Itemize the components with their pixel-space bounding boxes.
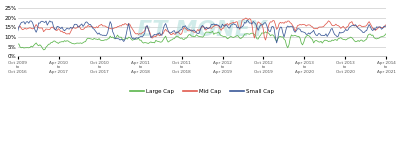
- Text: ET MONEY: ET MONEY: [138, 20, 267, 40]
- Legend: Large Cap, Mid Cap, Small Cap: Large Cap, Mid Cap, Small Cap: [128, 87, 277, 97]
